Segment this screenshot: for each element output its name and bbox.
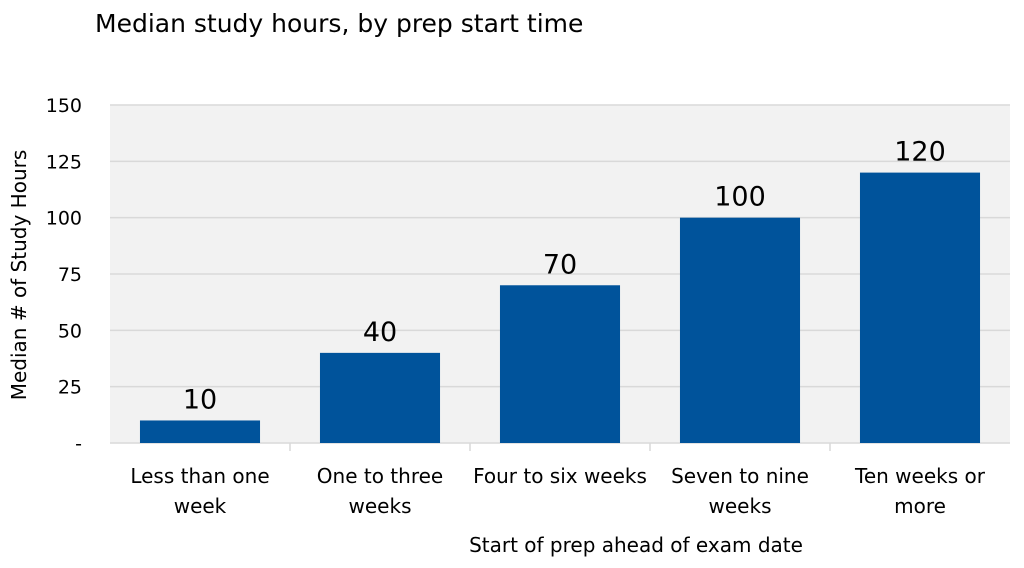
- data-label: 120: [894, 137, 946, 168]
- bar: [679, 217, 801, 443]
- x-axis-title: Start of prep ahead of exam date: [469, 533, 803, 557]
- bar: [319, 352, 441, 443]
- chart-title: Median study hours, by prep start time: [95, 9, 584, 38]
- category-label: Less than one week: [130, 464, 269, 518]
- data-label: 70: [543, 249, 577, 280]
- y-tick-label: -: [75, 433, 82, 455]
- y-tick-label: 50: [58, 320, 82, 342]
- bar: [859, 172, 981, 443]
- y-axis-ticks: - 25 50 75 100 125 150: [46, 95, 82, 455]
- category-label: One to three weeks: [317, 464, 443, 518]
- y-axis-title: Median # of Study Hours: [7, 150, 31, 401]
- category-label: Ten weeks or more: [854, 464, 986, 518]
- category-label: Four to six weeks: [473, 464, 647, 488]
- bars: [139, 172, 981, 443]
- category-label: Seven to nine weeks: [671, 464, 809, 518]
- bar: [499, 285, 621, 443]
- data-label: 10: [183, 384, 217, 415]
- bar: [139, 420, 261, 443]
- y-tick-label: 125: [46, 151, 82, 173]
- y-tick-label: 150: [46, 95, 82, 117]
- data-label: 100: [714, 182, 766, 213]
- y-tick-label: 25: [58, 377, 82, 399]
- y-tick-label: 100: [46, 208, 82, 230]
- x-axis-categories: Less than one week One to three weeks Four t…: [130, 443, 986, 518]
- data-labels: 10 40 70 100 120: [183, 137, 946, 416]
- data-label: 40: [363, 317, 397, 348]
- y-tick-label: 75: [58, 264, 82, 286]
